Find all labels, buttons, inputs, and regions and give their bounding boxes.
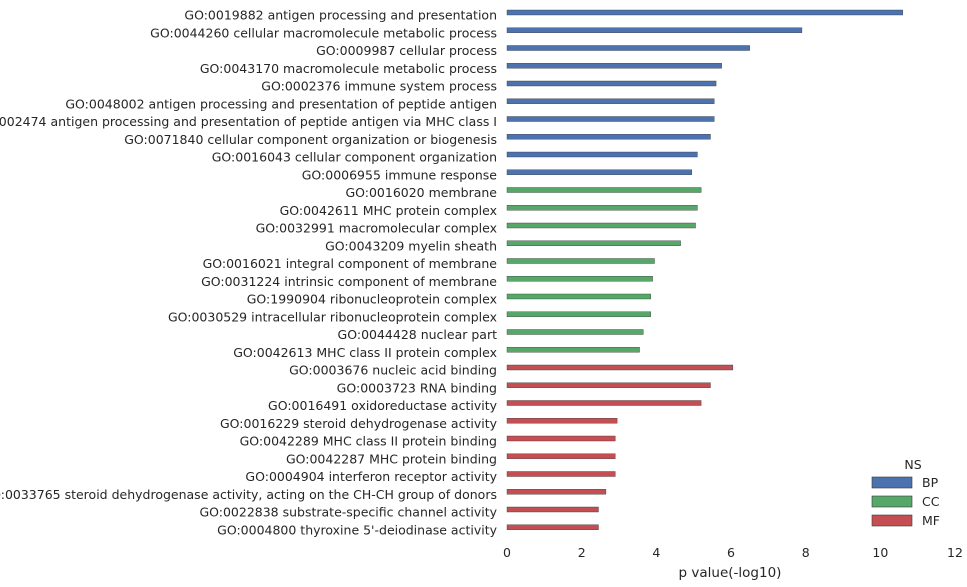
legend-swatch-bp bbox=[871, 476, 913, 489]
bar-29 bbox=[506, 506, 599, 513]
bar-5 bbox=[506, 80, 717, 87]
bar-24 bbox=[506, 418, 618, 424]
bar-13 bbox=[506, 222, 696, 229]
category-label-18: GO:0030529 intracellular ribonucleoprote… bbox=[168, 309, 497, 324]
category-label-10: GO:0006955 immune response bbox=[302, 167, 498, 182]
category-label-16: GO:0031224 intrinsic component of membra… bbox=[201, 274, 497, 289]
legend: NS BP CC MF bbox=[871, 457, 940, 528]
bar-27 bbox=[506, 471, 616, 477]
category-label-1: GO:0019882 antigen processing and presen… bbox=[184, 8, 497, 23]
x-axis-title: p value(-log10) bbox=[679, 565, 782, 581]
bar-15 bbox=[506, 258, 655, 264]
bar-8 bbox=[506, 134, 711, 140]
category-label-26: GO:0042287 MHC protein binding bbox=[286, 451, 497, 466]
bar-4 bbox=[506, 63, 722, 69]
bar-2 bbox=[506, 27, 803, 33]
category-label-30: GO:0004800 thyroxine 5'-deiodinase activ… bbox=[217, 522, 497, 537]
bar-14 bbox=[506, 240, 681, 246]
category-labels-group: GO:0019882 antigen processing and presen… bbox=[0, 8, 498, 538]
bar-10 bbox=[506, 169, 693, 175]
category-label-13: GO:0032991 macromolecular complex bbox=[256, 221, 497, 236]
legend-swatch-cc bbox=[871, 495, 913, 508]
x-axis: 0 2 4 6 8 10 12 bbox=[503, 545, 963, 560]
category-label-3: GO:0009987 cellular process bbox=[316, 43, 497, 58]
bar-3 bbox=[506, 45, 750, 51]
bar-17 bbox=[506, 293, 651, 300]
category-label-17: GO:1990904 ribonucleoprotein complex bbox=[247, 292, 497, 307]
x-tick-label-4: 4 bbox=[652, 545, 660, 560]
x-tick-label-12: 12 bbox=[947, 545, 963, 560]
category-label-15: GO:0016021 integral component of membran… bbox=[203, 256, 498, 271]
legend-label-mf: MF bbox=[922, 513, 940, 528]
legend-swatch-mf bbox=[871, 514, 913, 527]
bar-25 bbox=[506, 435, 616, 442]
category-label-29: GO:0022838 substrate-specific channel ac… bbox=[199, 505, 497, 520]
bar-19 bbox=[506, 329, 644, 335]
bar-18 bbox=[506, 311, 651, 317]
bar-7 bbox=[506, 116, 715, 122]
bar-26 bbox=[506, 453, 616, 459]
category-label-21: GO:0003676 nucleic acid binding bbox=[289, 363, 497, 378]
category-label-23: GO:0016491 oxidoreductase activity bbox=[268, 398, 498, 413]
bar-21 bbox=[506, 364, 734, 371]
bar-1 bbox=[506, 9, 903, 16]
bar-20 bbox=[506, 347, 640, 353]
bar-16 bbox=[506, 276, 653, 282]
bar-9 bbox=[506, 151, 698, 158]
bar-11 bbox=[506, 187, 702, 193]
category-label-20: GO:0042613 MHC class II protein complex bbox=[233, 345, 497, 360]
legend-label-cc: CC bbox=[922, 494, 940, 509]
x-tick-label-0: 0 bbox=[503, 545, 511, 560]
bar-28 bbox=[506, 489, 607, 495]
category-label-6: GO:0048002 antigen processing and presen… bbox=[65, 96, 497, 111]
category-label-27: GO:0004904 interferon receptor activity bbox=[245, 469, 497, 484]
category-label-24: GO:0016229 steroid dehydrogenase activit… bbox=[220, 416, 498, 431]
bar-23 bbox=[506, 400, 702, 406]
category-label-19: GO:0044428 nuclear part bbox=[338, 327, 498, 342]
category-label-7: GO:0002474 antigen processing and presen… bbox=[0, 114, 497, 129]
category-label-12: GO:0042611 MHC protein complex bbox=[280, 203, 497, 218]
x-tick-label-2: 2 bbox=[578, 545, 586, 560]
category-label-28: GO:0033765 steroid dehydrogenase activit… bbox=[0, 487, 497, 502]
legend-label-bp: BP bbox=[922, 475, 939, 490]
bar-6 bbox=[506, 98, 715, 104]
bar-30 bbox=[506, 524, 599, 530]
legend-title: NS bbox=[904, 457, 921, 472]
category-label-9: GO:0016043 cellular component organizati… bbox=[212, 150, 497, 165]
category-label-11: GO:0016020 membrane bbox=[345, 185, 497, 200]
x-tick-label-6: 6 bbox=[727, 545, 735, 560]
category-label-8: GO:0071840 cellular component organizati… bbox=[124, 132, 497, 147]
category-label-25: GO:0042289 MHC class II protein binding bbox=[240, 434, 497, 449]
category-label-5: GO:0002376 immune system process bbox=[261, 79, 497, 94]
x-tick-label-10: 10 bbox=[872, 545, 888, 560]
category-label-22: GO:0003723 RNA binding bbox=[337, 380, 497, 395]
bar-22 bbox=[506, 382, 711, 388]
category-label-4: GO:0043170 macromolecule metabolic proce… bbox=[200, 61, 497, 76]
category-label-2: GO:0044260 cellular macromolecule metabo… bbox=[150, 25, 497, 40]
x-tick-label-8: 8 bbox=[802, 545, 810, 560]
bars-group bbox=[506, 9, 903, 530]
category-label-14: GO:0043209 myelin sheath bbox=[325, 238, 497, 253]
bar-12 bbox=[506, 205, 698, 211]
